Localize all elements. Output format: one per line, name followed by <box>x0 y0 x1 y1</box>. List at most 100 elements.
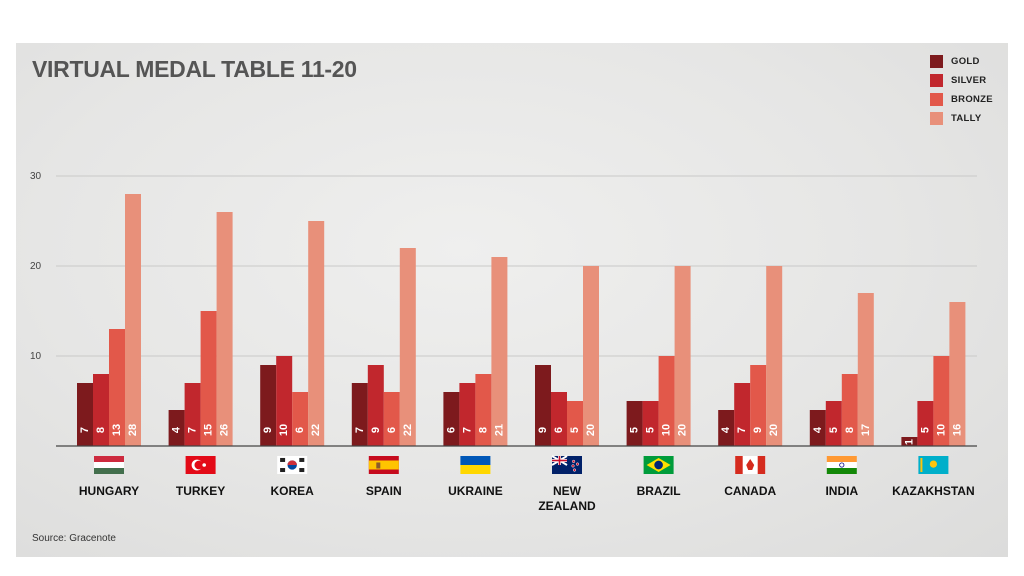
bar-value-label: 15 <box>203 424 215 436</box>
legend-swatch <box>930 93 943 106</box>
bar-value-label: 6 <box>553 427 565 433</box>
bar-silver <box>734 383 751 446</box>
category-label: TURKEY <box>176 484 225 498</box>
legend-label: TALLY <box>951 113 982 124</box>
bar-gold <box>626 401 643 446</box>
bar-bronze <box>567 401 583 446</box>
bar-bronze <box>841 374 858 446</box>
bar-tally <box>216 212 233 446</box>
canada-flag <box>735 456 766 474</box>
hungary-flag <box>94 456 124 474</box>
y-tick-label: 10 <box>30 351 42 362</box>
bar-tally <box>125 194 141 446</box>
category-label: INDIA <box>825 484 858 498</box>
bar-bronze <box>200 311 217 446</box>
bar-value-label: 13 <box>111 424 123 436</box>
ukraine-flag <box>460 456 491 474</box>
bar-bronze <box>383 392 400 446</box>
category-label: UKRAINE <box>448 484 503 498</box>
bar-value-label: 26 <box>219 424 231 436</box>
bar-value-label: 8 <box>95 427 107 433</box>
new-zealand-flag <box>551 455 582 474</box>
bar-value-label: 7 <box>187 427 199 433</box>
bar-value-label: 7 <box>79 427 91 433</box>
brazil-flag <box>643 456 674 474</box>
bar-gold <box>351 383 368 446</box>
bar-gold <box>77 383 93 446</box>
bar-value-label: 9 <box>537 427 549 433</box>
bar-tally <box>491 257 508 446</box>
chart-panel: VIRTUAL MEDAL TABLE 11-20 GOLD SILVER BRON… <box>16 43 1008 557</box>
bar-tally <box>399 248 416 446</box>
bar-value-label: 6 <box>445 427 457 433</box>
bar-value-label: 8 <box>477 427 489 433</box>
bar-tally <box>766 266 783 446</box>
bar-silver <box>642 401 659 446</box>
bar-gold <box>443 392 460 446</box>
category-label: HUNGARY <box>79 484 139 498</box>
legend-item-silver: SILVER <box>930 71 993 90</box>
bar-value-label: 10 <box>661 424 673 436</box>
bar-silver <box>367 365 384 446</box>
bar-value-label: 20 <box>768 424 780 436</box>
legend-item-tally: TALLY <box>930 109 993 128</box>
bar-value-label: 10 <box>278 424 290 436</box>
bar-silver <box>184 383 201 446</box>
bar-silver <box>93 374 109 446</box>
bar-gold <box>535 365 551 446</box>
bar-value-label: 28 <box>127 424 139 436</box>
bar-bronze <box>933 356 950 446</box>
bar-value-label: 7 <box>461 427 473 433</box>
category-label: NEW <box>553 484 582 498</box>
bar-value-label: 4 <box>812 426 824 433</box>
bar-value-label: 22 <box>310 424 322 436</box>
bar-gold <box>809 410 826 446</box>
legend-swatch <box>930 55 943 68</box>
bar-value-label: 17 <box>860 424 872 436</box>
spain-flag <box>368 456 399 474</box>
kazakhstan-flag <box>918 456 949 474</box>
legend-swatch <box>930 112 943 125</box>
india-flag <box>826 456 857 474</box>
y-tick-label: 30 <box>30 171 42 182</box>
bar-value-label: 4 <box>720 426 732 433</box>
bar-gold <box>168 410 185 446</box>
bar-value-label: 7 <box>354 427 366 433</box>
bar-value-label: 10 <box>935 424 947 436</box>
legend-label: BRONZE <box>951 94 993 105</box>
bar-gold <box>901 437 918 446</box>
bar-tally <box>949 302 966 446</box>
bar-value-label: 5 <box>919 427 931 433</box>
bar-value-label: 20 <box>585 424 597 436</box>
legend-swatch <box>930 74 943 87</box>
bar-value-label: 9 <box>262 427 274 433</box>
bar-value-label: 5 <box>629 427 641 433</box>
category-label: SPAIN <box>366 484 402 498</box>
bar-tally <box>674 266 691 446</box>
bar-gold <box>718 410 735 446</box>
bar-value-label: 22 <box>402 424 414 436</box>
category-label: KOREA <box>271 484 315 498</box>
legend-label: SILVER <box>951 75 987 86</box>
y-tick-label: 20 <box>30 261 42 272</box>
bar-value-label: 6 <box>386 427 398 433</box>
category-label: CANADA <box>724 484 776 498</box>
korea-flag <box>277 456 308 474</box>
bar-value-label: 20 <box>677 424 689 436</box>
bar-value-label: 4 <box>171 426 183 433</box>
bar-value-label: 1 <box>903 439 915 445</box>
bar-value-label: 6 <box>294 427 306 433</box>
bar-bronze <box>292 392 309 446</box>
bar-silver <box>917 401 934 446</box>
bar-value-label: 9 <box>370 427 382 433</box>
legend: GOLD SILVER BRONZE TALLY <box>930 52 993 128</box>
category-label: ZEALAND <box>538 499 596 513</box>
bar-silver <box>459 383 476 446</box>
bar-bronze <box>475 374 492 446</box>
bar-value-label: 7 <box>736 427 748 433</box>
bar-bronze <box>750 365 767 446</box>
chart-title: VIRTUAL MEDAL TABLE 11-20 <box>32 56 357 82</box>
bar-bronze <box>109 329 125 446</box>
legend-label: GOLD <box>951 56 980 67</box>
